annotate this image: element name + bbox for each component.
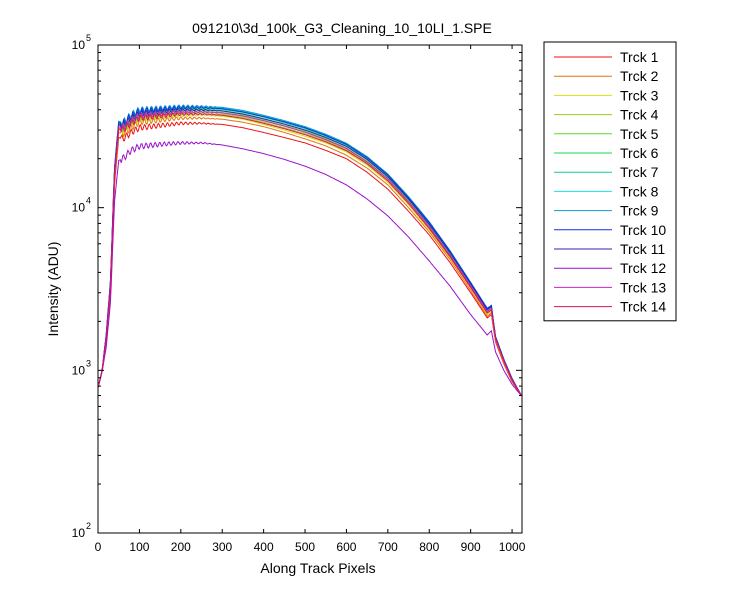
series-line-12	[98, 140, 522, 397]
y-tick-label: 10	[72, 363, 86, 377]
x-tick-label: 0	[95, 540, 102, 554]
legend-label: Trck 4	[620, 107, 659, 123]
chart-title: 091210\3d_100k_G3_Cleaning_10_10LI_1.SPE	[192, 20, 492, 36]
x-tick-label: 200	[171, 540, 191, 554]
legend-label: Trck 7	[620, 164, 659, 180]
y-tick-exponent: 4	[86, 196, 91, 206]
y-axis-label: Intensity (ADU)	[45, 242, 61, 337]
series-line-1	[98, 121, 522, 397]
legend-box	[543, 41, 677, 322]
x-tick-label: 500	[295, 540, 315, 554]
legend-label: Trck 12	[620, 260, 666, 276]
y-tick-exponent: 3	[86, 358, 91, 368]
legend-label: Trck 9	[620, 203, 659, 219]
x-tick-label: 600	[336, 540, 356, 554]
x-tick-label: 400	[254, 540, 274, 554]
legend-label: Trck 5	[620, 126, 659, 142]
legend-label: Trck 6	[620, 145, 659, 161]
y-tick-exponent: 5	[86, 33, 91, 43]
x-tick-label: 900	[461, 540, 481, 554]
y-tick-label: 10	[72, 526, 86, 540]
legend-label: Trck 10	[620, 222, 666, 238]
series-line-11	[98, 107, 522, 397]
series-line-14	[98, 112, 522, 397]
series-line-2	[98, 115, 522, 397]
y-tick-exponent: 2	[86, 521, 91, 531]
x-tick-label: 700	[378, 540, 398, 554]
legend-label: Trck 14	[620, 299, 666, 315]
x-tick-label: 100	[129, 540, 149, 554]
legend-label: Trck 1	[620, 49, 659, 65]
x-tick-label: 800	[419, 540, 439, 554]
series-line-10	[98, 105, 522, 397]
legend-label: Trck 13	[620, 279, 666, 295]
legend-label: Trck 2	[620, 68, 659, 84]
legend-label: Trck 11	[620, 241, 665, 257]
x-tick-label: 300	[212, 540, 232, 554]
series-line-3	[98, 113, 522, 397]
x-axis-label: Along Track Pixels	[260, 560, 375, 576]
legend: Trck 1 Trck 2 Trck 3 Trck 4 Trck 5 Trck 6 Trck…	[543, 41, 677, 322]
x-tick-label: 1000	[499, 540, 526, 554]
legend-label: Trck 8	[620, 183, 659, 199]
legend-label: Trck 3	[620, 87, 659, 103]
plot-area	[97, 44, 523, 534]
series-layer	[98, 104, 522, 397]
series-line-13	[98, 109, 522, 397]
y-tick-label: 10	[72, 38, 86, 52]
y-tick-label: 10	[72, 201, 86, 215]
